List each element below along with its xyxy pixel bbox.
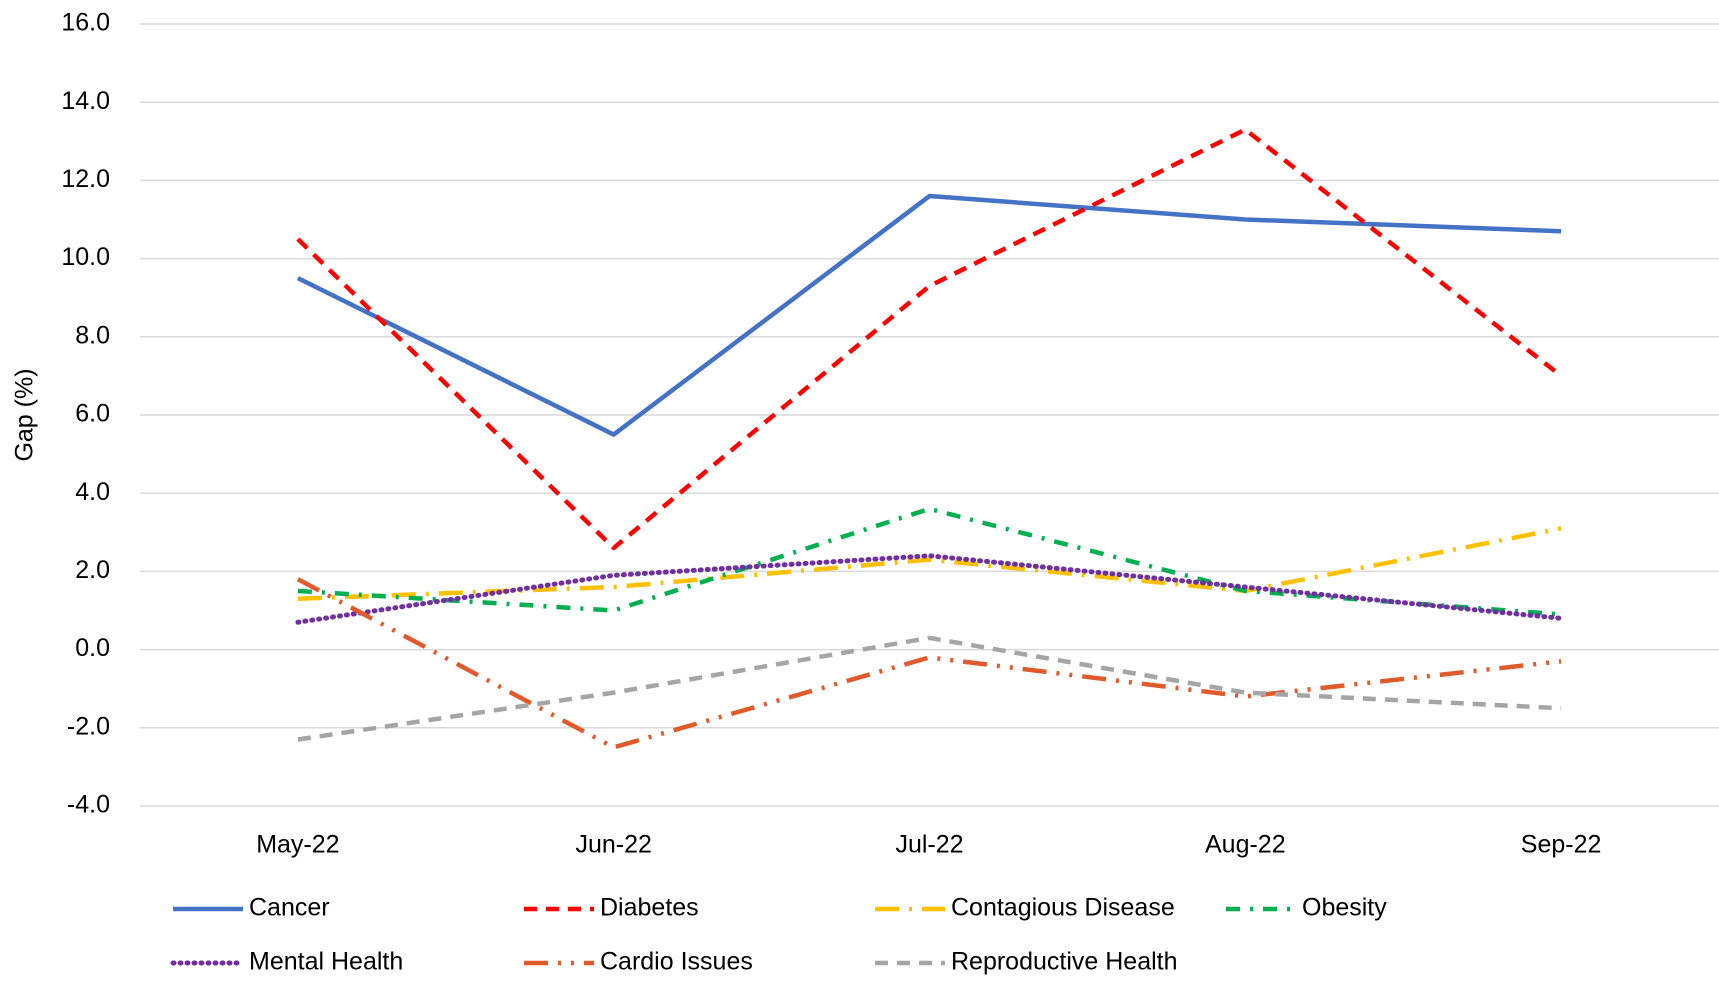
y-tick-label: 12.0	[61, 165, 110, 193]
legend-label: Cancer	[249, 894, 330, 922]
x-tick-label: Aug-22	[1205, 831, 1286, 859]
y-tick-label: 2.0	[75, 556, 110, 584]
y-tick-label: -4.0	[67, 791, 110, 819]
x-tick-label: Jul-22	[895, 831, 963, 859]
y-tick-label: 0.0	[75, 634, 110, 662]
x-tick-label: May-22	[256, 831, 339, 859]
legend-label: Cardio Issues	[600, 948, 753, 976]
y-tick-label: 8.0	[75, 321, 110, 349]
y-tick-label: 4.0	[75, 478, 110, 506]
legend-label: Diabetes	[600, 894, 699, 922]
legend-label: Obesity	[1302, 894, 1387, 922]
x-tick-label: Jun-22	[575, 831, 651, 859]
y-tick-label: 6.0	[75, 400, 110, 428]
series-line	[297, 635, 1562, 742]
y-tick-label: 10.0	[61, 243, 110, 271]
series-line	[297, 526, 1562, 602]
y-axis-label: Gap (%)	[11, 368, 39, 461]
y-tick-label: -2.0	[67, 712, 110, 740]
legend-label: Mental Health	[249, 948, 403, 976]
legend-label: Contagious Disease	[951, 894, 1175, 922]
y-tick-label: 14.0	[61, 87, 110, 115]
series-line	[295, 553, 1564, 625]
legend-label: Reproductive Health	[951, 948, 1178, 976]
x-tick-label: Sep-22	[1521, 831, 1602, 859]
series-line	[296, 127, 1563, 551]
series-line	[296, 193, 1562, 437]
y-tick-label: 16.0	[61, 9, 110, 37]
